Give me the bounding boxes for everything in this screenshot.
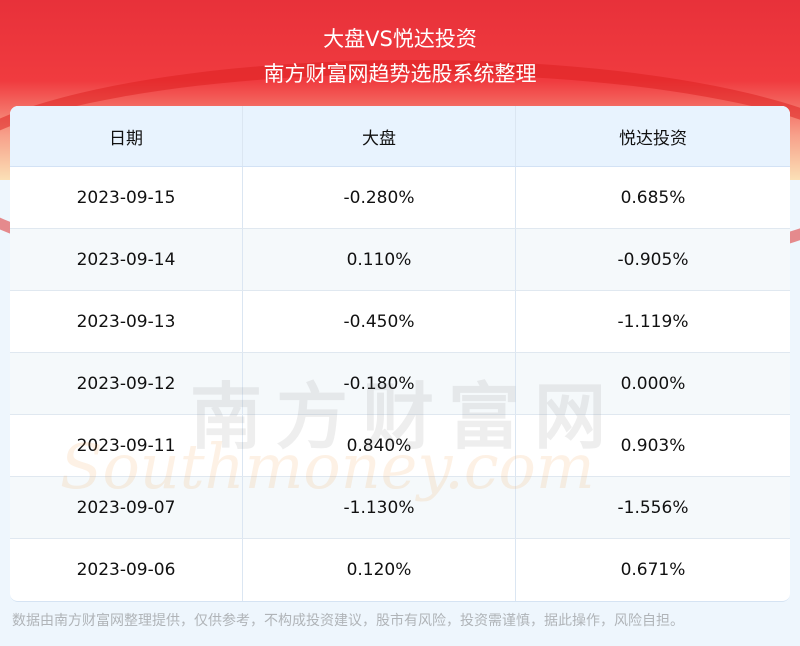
page-title: 大盘VS悦达投资 [323, 27, 477, 51]
date-cell: 2023-09-06 [10, 539, 243, 601]
table-row: 2023-09-15 -0.280% 0.685% [10, 167, 790, 229]
column-header-stock: 悦达投资 [619, 128, 687, 149]
page-subtitle: 南方财富网趋势选股系统整理 [263, 62, 537, 86]
stock-change-cell: 0.903% [620, 435, 686, 456]
table-row: 2023-09-12 -0.180% 0.000% [10, 353, 790, 415]
market-change-cell: -1.130% [243, 477, 516, 538]
market-change-cell: -0.180% [243, 353, 516, 414]
market-change-cell: 0.120% [243, 539, 516, 601]
date-cell: 2023-09-12 [10, 353, 243, 414]
market-change-cell: 0.840% [243, 415, 516, 476]
date-cell: 2023-09-15 [10, 167, 243, 228]
date-cell: 2023-09-14 [10, 229, 243, 290]
stock-change-cell: 0.000% [620, 373, 686, 394]
stock-change-cell: 0.671% [620, 560, 686, 580]
disclaimer: 数据由南方财富网整理提供，仅供参考，不构成投资建议，股市有风险，投资需谨慎，据此… [12, 613, 684, 629]
date-cell: 2023-09-07 [10, 477, 243, 538]
date-cell: 2023-09-13 [10, 291, 243, 352]
date-cell: 2023-09-11 [10, 415, 243, 476]
table-row: 2023-09-11 0.840% 0.903% [10, 415, 790, 477]
table-header: 日期 大盘 悦达投资 [10, 106, 790, 167]
comparison-table: 日期 大盘 悦达投资 2023-09-15 -0.280% 0.685% 2023-0… [10, 106, 790, 602]
market-change-cell: -0.280% [243, 167, 516, 228]
stock-change-cell: 0.685% [620, 187, 686, 208]
table-row: 2023-09-07 -1.130% -1.556% [10, 477, 790, 539]
market-change-cell: -0.450% [243, 291, 516, 352]
stock-change-cell: -0.905% [617, 249, 689, 270]
stock-change-cell: -1.556% [617, 497, 689, 518]
table-row: 2023-09-13 -0.450% -1.119% [10, 291, 790, 353]
market-change-cell: 0.110% [243, 229, 516, 290]
column-header-date: 日期 [10, 106, 243, 166]
table-row: 2023-09-06 0.120% 0.671% [10, 539, 790, 601]
stock-change-cell: -1.119% [617, 311, 689, 332]
table-row: 2023-09-14 0.110% -0.905% [10, 229, 790, 291]
column-header-market: 大盘 [243, 106, 516, 166]
